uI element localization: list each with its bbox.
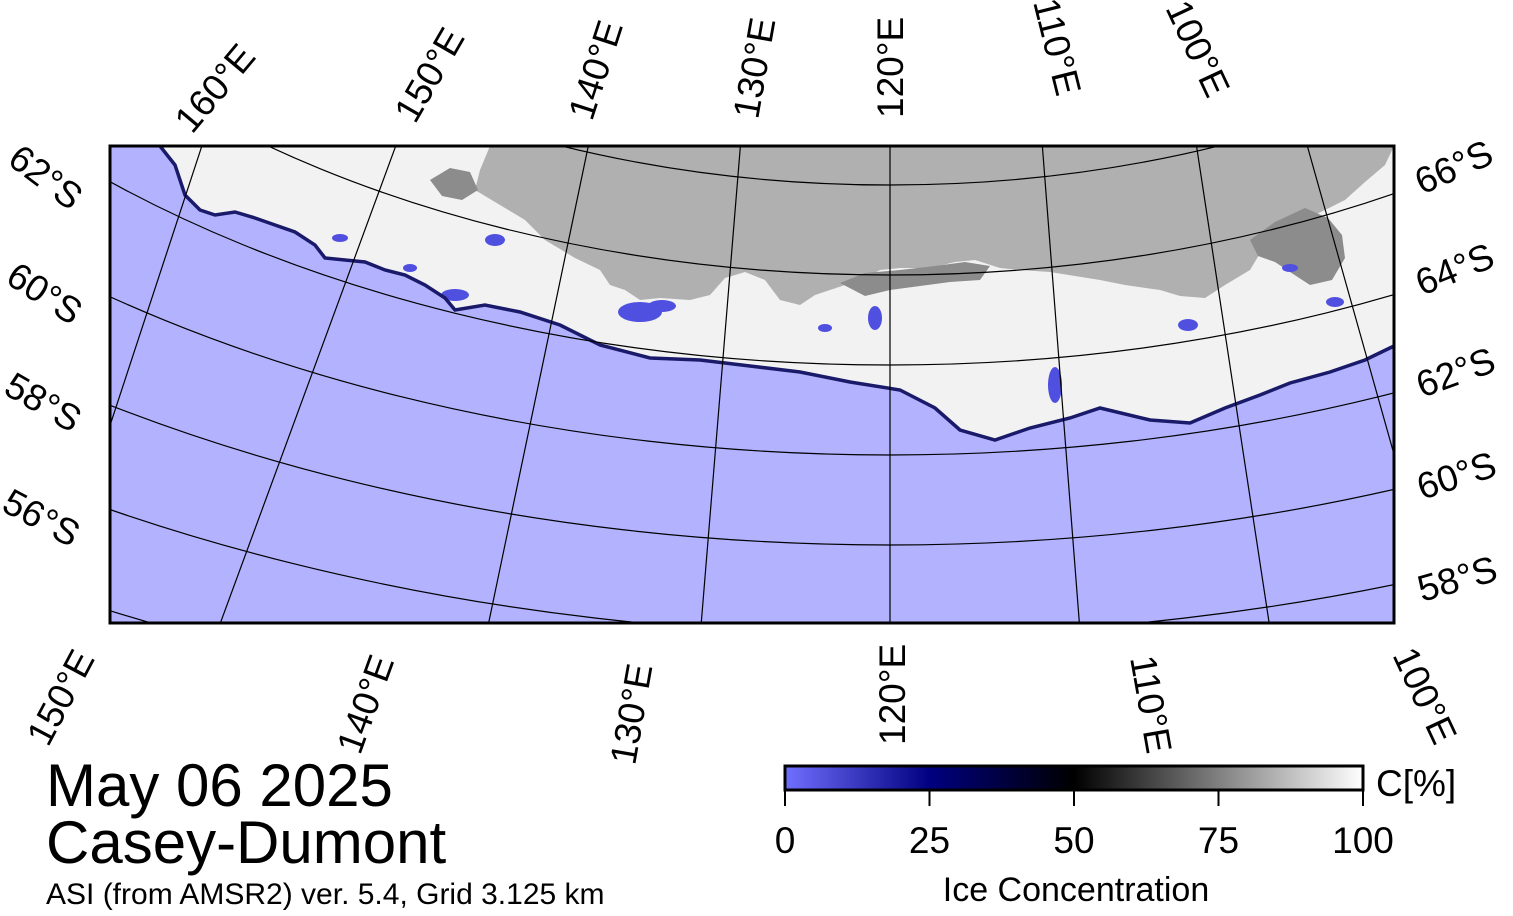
polynya <box>332 234 348 242</box>
right-label-60s: 60°S <box>1412 444 1501 508</box>
polynya <box>403 264 417 272</box>
colorbar-tick-0: 0 <box>775 820 796 861</box>
map-area <box>110 0 1513 623</box>
graticule-lines <box>110 0 1513 623</box>
ice-shelf <box>840 262 990 296</box>
top-label-130e: 130°E <box>726 15 784 122</box>
polynya-group <box>332 234 1344 403</box>
map-frame <box>108 144 1396 625</box>
colorbar-tick-50: 50 <box>1053 820 1094 861</box>
colorbar-title: Ice Concentration <box>943 871 1210 909</box>
date-label: May 06 2025 <box>46 752 393 819</box>
right-label-64s: 64°S <box>1410 235 1500 303</box>
polynya <box>1326 297 1344 307</box>
ice-shelf <box>430 168 478 200</box>
bottom-label-130e: 130°E <box>603 661 661 768</box>
polynya <box>1282 264 1298 272</box>
bottom-label-100e: 100°E <box>1385 641 1465 750</box>
meridian-line <box>1195 146 1270 623</box>
polynya <box>485 234 505 246</box>
meridian-line <box>219 146 397 623</box>
top-label-150e: 150°E <box>386 21 472 129</box>
product-info: ASI (from AMSR2) ver. 5.4, Grid 3.125 km <box>46 878 605 911</box>
bottom-label-150e: 150°E <box>19 643 103 752</box>
polynya <box>648 300 676 312</box>
latitude-circle <box>138 0 1513 95</box>
bottom-label-140e: 140°E <box>329 650 402 759</box>
left-label-62s: 62°S <box>1 137 90 218</box>
polynya <box>1178 319 1198 331</box>
colorbar-ramp <box>785 766 1363 790</box>
top-label-120e: 120°E <box>870 17 911 118</box>
polynya <box>818 324 832 332</box>
meridian-line <box>700 146 742 623</box>
top-label-110e: 110°E <box>1025 0 1089 99</box>
meridian-line <box>488 146 589 623</box>
top-label-160e: 160°E <box>167 36 263 140</box>
colorbar: 0 25 50 75 100 C[%] Ice Concentration <box>775 763 1456 909</box>
bottom-label-110e: 110°E <box>1122 652 1179 756</box>
ice-shelf <box>1250 208 1345 285</box>
meridian-line <box>1041 146 1080 623</box>
region-title: Casey-Dumont <box>46 809 447 876</box>
polynya <box>868 306 882 330</box>
right-label-58s: 58°S <box>1413 548 1502 610</box>
colorbar-tick-75: 75 <box>1198 820 1239 861</box>
top-label-140e: 140°E <box>561 16 631 125</box>
polynya <box>441 289 469 301</box>
left-label-56s: 56°S <box>0 481 87 555</box>
left-label-58s: 58°S <box>0 364 88 440</box>
right-label-66s: 66°S <box>1409 132 1499 202</box>
bottom-label-120e: 120°E <box>872 644 913 745</box>
meridian-line <box>110 146 203 428</box>
left-label-60s: 60°S <box>0 254 90 332</box>
ice-edge-line <box>158 146 1394 442</box>
colorbar-unit: C[%] <box>1376 763 1456 804</box>
colorbar-tick-25: 25 <box>909 820 950 861</box>
colorbar-ticks <box>784 790 1364 806</box>
top-label-100e: 100°E <box>1158 0 1238 103</box>
polynya <box>1048 367 1062 403</box>
right-label-62s: 62°S <box>1411 339 1501 405</box>
colorbar-tick-100: 100 <box>1332 820 1394 861</box>
meridian-line <box>1306 146 1394 457</box>
